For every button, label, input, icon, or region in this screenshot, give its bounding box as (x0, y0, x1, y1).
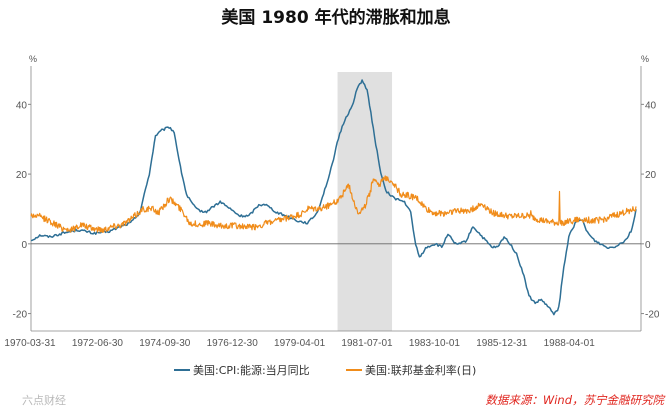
x-tick-label: 1970-03-31 (4, 338, 56, 349)
x-tick-label: 1988-04-01 (544, 338, 596, 349)
axes (30, 66, 642, 332)
x-tick-label: 1979-04-01 (274, 338, 326, 349)
y-tick-right: 40 (645, 100, 657, 111)
legend-label-cpi: 美国:CPI:能源:当月同比 (193, 363, 310, 377)
series-line-cpi-energy (30, 79, 637, 316)
recession-shading (337, 72, 393, 331)
series-layer (30, 79, 637, 316)
y-unit-left: % (29, 54, 37, 64)
tick-labels: -20 -20 0 0 20 20 40 40 1970-03-31 1972-06-30 1974… (4, 100, 659, 349)
x-tick-label: 1972-06-30 (72, 338, 124, 349)
y-unit-right: % (641, 54, 649, 64)
y-tick-right: -20 (645, 310, 660, 321)
y-tick-left: 40 (16, 100, 28, 111)
x-tick-label: 1974-09-30 (139, 338, 191, 349)
y-tick-left: 0 (21, 240, 27, 251)
y-tick-right: 0 (645, 240, 651, 251)
y-tick-left: 20 (16, 170, 28, 181)
legend-label-ffr: 美国:联邦基金利率(日) (365, 363, 476, 377)
x-tick-label: 1983-10-01 (409, 338, 461, 349)
data-source: 数据来源：Wind，苏宁金融研究院 (485, 393, 665, 407)
x-tick-label: 1976-12-30 (207, 338, 259, 349)
y-tick-right: 20 (645, 170, 657, 181)
series-line-fed-funds-rate (30, 175, 637, 233)
watermark: 六点财经 (22, 393, 66, 407)
x-tick-label: 1981-07-01 (341, 338, 393, 349)
chart-title: 美国 1980 年代的滞胀和加息 (221, 7, 450, 28)
legend: 美国:CPI:能源:当月同比 美国:联邦基金利率(日) (174, 363, 476, 377)
y-tick-left: -20 (13, 310, 28, 321)
x-tick-label: 1985-12-31 (476, 338, 528, 349)
